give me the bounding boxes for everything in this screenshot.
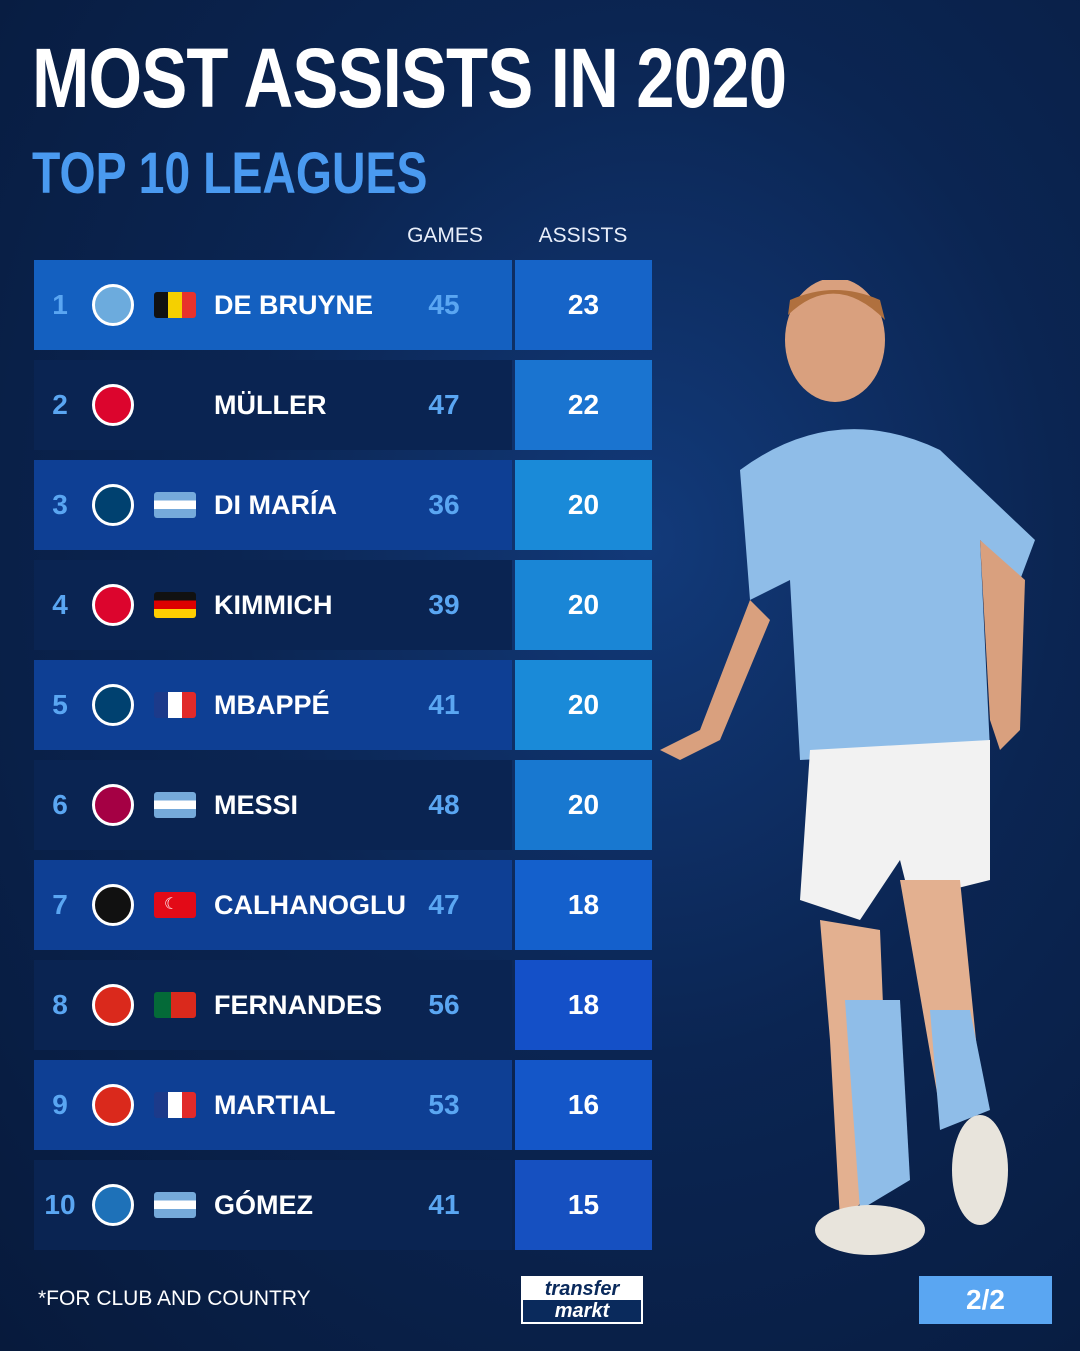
transfermarkt-logo: transfer markt bbox=[521, 1276, 643, 1324]
games-value: 47 bbox=[428, 889, 460, 920]
column-header-assists: ASSISTS bbox=[538, 224, 628, 247]
page-indicator: 2/2 bbox=[919, 1276, 1052, 1324]
flag-france-icon bbox=[154, 692, 196, 718]
rank: 10 bbox=[44, 1189, 76, 1220]
player-name: MESSI bbox=[214, 789, 299, 820]
player-name: KIMMICH bbox=[214, 589, 333, 620]
table-row: 1 DE BRUYNE 45 bbox=[34, 260, 512, 350]
rank: 2 bbox=[52, 389, 68, 420]
games-value: 41 bbox=[428, 1189, 460, 1220]
table-row: 4 KIMMICH 39 bbox=[34, 560, 512, 650]
logo-line1: transfer bbox=[523, 1278, 641, 1300]
club-crest-bayern-m-nchen-icon bbox=[92, 384, 134, 426]
flag-argentina-icon bbox=[154, 492, 196, 518]
club-crest-paris-saint-germain-icon bbox=[92, 684, 134, 726]
games-value: 45 bbox=[428, 289, 460, 320]
column-header-games: GAMES bbox=[407, 224, 483, 247]
rank: 1 bbox=[52, 289, 68, 320]
games-value: 56 bbox=[428, 989, 460, 1020]
club-crest-manchester-united-icon bbox=[92, 1084, 134, 1126]
rank: 9 bbox=[52, 1089, 68, 1120]
table-row: 6 MESSI 48 bbox=[34, 760, 512, 850]
games-value: 41 bbox=[428, 689, 460, 720]
assists-value: 20 bbox=[515, 660, 652, 750]
assists-value: 20 bbox=[515, 760, 652, 850]
table-row: 7 ☾ CALHANOGLU 47 bbox=[34, 860, 512, 950]
player-photo bbox=[660, 280, 1035, 1255]
assists-value: 23 bbox=[515, 260, 652, 350]
club-crest-ac-milan-icon bbox=[92, 884, 134, 926]
assists-value: 20 bbox=[515, 560, 652, 650]
player-name: GÓMEZ bbox=[214, 1189, 313, 1220]
assists-value: 18 bbox=[515, 960, 652, 1050]
table-row: 2 MÜLLER 47 bbox=[34, 360, 512, 450]
table-row: 10 GÓMEZ 41 bbox=[34, 1160, 512, 1250]
club-crest-paris-saint-germain-icon bbox=[92, 484, 134, 526]
club-crest-sporting-cp-manchester-united-icon bbox=[92, 984, 134, 1026]
rank: 3 bbox=[52, 489, 68, 520]
flag-germany-icon bbox=[154, 592, 196, 618]
table-row: 5 MBAPPÉ 41 bbox=[34, 660, 512, 750]
rank: 6 bbox=[52, 789, 68, 820]
rank: 4 bbox=[52, 589, 68, 620]
club-crest-manchester-city-icon bbox=[92, 284, 134, 326]
club-crest-atalanta-icon bbox=[92, 1184, 134, 1226]
rank: 5 bbox=[52, 689, 68, 720]
assists-value: 15 bbox=[515, 1160, 652, 1250]
table-row: 9 MARTIAL 53 bbox=[34, 1060, 512, 1150]
rank: 7 bbox=[52, 889, 68, 920]
club-crest-fc-barcelona-icon bbox=[92, 784, 134, 826]
rank: 8 bbox=[52, 989, 68, 1020]
flag-argentina-icon bbox=[154, 1192, 196, 1218]
player-name: MÜLLER bbox=[214, 389, 327, 420]
games-value: 53 bbox=[428, 1089, 460, 1120]
player-name: MARTIAL bbox=[214, 1089, 336, 1120]
table-row: 8 FERNANDES 56 bbox=[34, 960, 512, 1050]
games-value: 39 bbox=[428, 589, 460, 620]
table-row: 3 DI MARÍA 36 bbox=[34, 460, 512, 550]
assists-value: 22 bbox=[515, 360, 652, 450]
player-name: FERNANDES bbox=[214, 989, 383, 1020]
player-name: DI MARÍA bbox=[214, 489, 337, 520]
assists-value: 16 bbox=[515, 1060, 652, 1150]
flag-argentina-icon bbox=[154, 792, 196, 818]
assists-value: 20 bbox=[515, 460, 652, 550]
club-crest-bayern-m-nchen-icon bbox=[92, 584, 134, 626]
games-value: 47 bbox=[428, 389, 460, 420]
logo-line2: markt bbox=[554, 1300, 610, 1322]
games-value: 36 bbox=[428, 489, 460, 520]
assists-value: 18 bbox=[515, 860, 652, 950]
page-title: MOST ASSISTS IN 2020 bbox=[32, 31, 787, 125]
player-name: CALHANOGLU bbox=[214, 889, 406, 920]
player-name: MBAPPÉ bbox=[214, 689, 330, 720]
player-name: DE BRUYNE bbox=[214, 289, 374, 320]
flag-belgium-icon bbox=[154, 292, 196, 318]
flag-portugal-icon bbox=[154, 992, 196, 1018]
flag-france-icon bbox=[154, 1092, 196, 1118]
footnote: *FOR CLUB AND COUNTRY bbox=[38, 1287, 311, 1310]
flag-turkey-icon: ☾ bbox=[154, 892, 196, 918]
page-subtitle: TOP 10 LEAGUES bbox=[32, 141, 428, 206]
games-value: 48 bbox=[428, 789, 460, 820]
